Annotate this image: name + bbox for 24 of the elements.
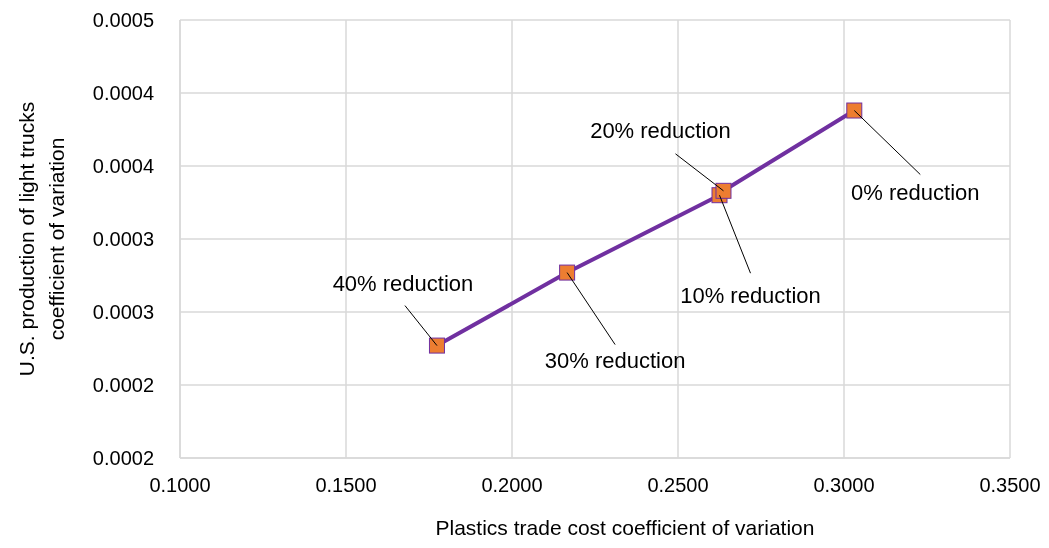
x-tick-label: 0.3500 <box>979 474 1041 496</box>
y-tick-label: 0.0002 <box>92 374 154 396</box>
x-tick-label: 0.3000 <box>813 474 875 496</box>
point <box>715 182 732 199</box>
x-tick-label: 0.1500 <box>315 474 377 496</box>
y-tick-label: 0.0002 <box>92 447 154 469</box>
y-tick-label: 0.0003 <box>92 228 154 250</box>
point <box>846 102 863 119</box>
point <box>559 264 576 281</box>
y-tick-label: 0.0003 <box>92 301 154 323</box>
x-tick-label: 0.1000 <box>149 474 211 496</box>
y-tick-label: 0.0005 <box>92 9 154 31</box>
annotation: 40% reduction <box>332 270 474 296</box>
annotation: 20% reduction <box>590 117 731 143</box>
annotation: 10% reduction <box>680 283 821 309</box>
y-axis-title: U.S. production of light trucks coefficient of variation <box>15 101 68 377</box>
x-tick-label: 0.2000 <box>481 474 543 496</box>
y-tick-label: 0.0004 <box>92 155 154 177</box>
annotation: 0% reduction <box>851 179 980 205</box>
x-tick-label: 0.2500 <box>647 474 709 496</box>
annotation: 30% reduction <box>544 347 686 373</box>
x-axis-title: Plastics trade cost coefficient of variation <box>435 516 815 539</box>
y-tick-label: 0.0004 <box>92 82 154 104</box>
point <box>428 337 445 354</box>
